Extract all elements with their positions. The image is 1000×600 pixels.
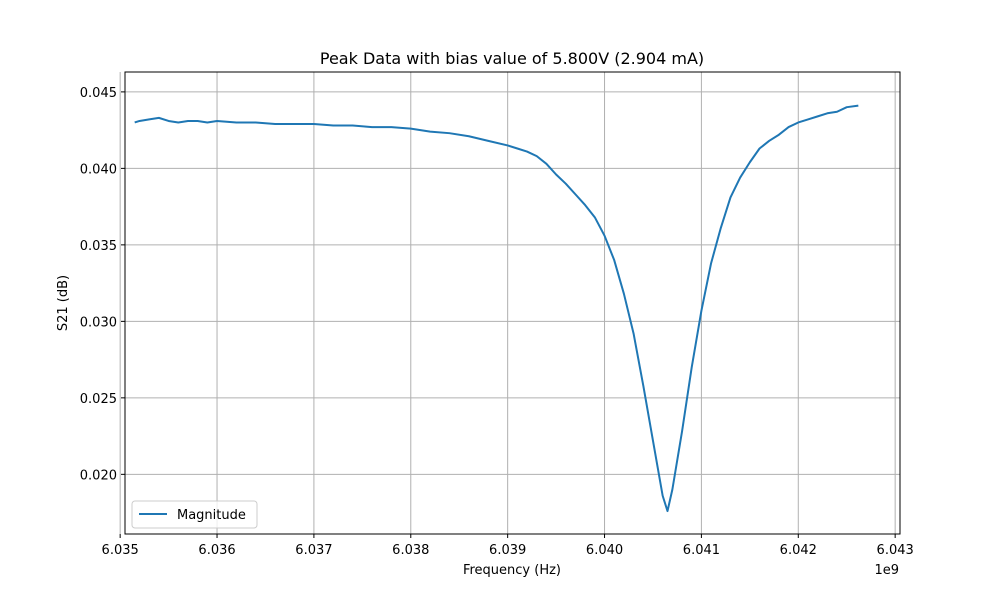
series-line-magnitude (134, 104, 859, 513)
x-axis-label: Frequency (Hz) (463, 563, 561, 578)
y-tick-label: 0.035 (80, 239, 117, 254)
x-tick-label: 6.042 (780, 543, 817, 558)
y-tick-label: 0.045 (80, 86, 117, 101)
x-tick-label: 6.036 (198, 543, 235, 558)
y-axis-ticks: 0.020 0.025 0.030 0.035 0.040 0.045 (80, 86, 125, 483)
y-gridlines (125, 91, 900, 475)
chart-title: Peak Data with bias value of 5.800V (2.9… (320, 49, 704, 68)
y-tick-label: 0.030 (80, 315, 117, 330)
x-tick-label: 6.038 (392, 543, 429, 558)
x-tick-label: 6.035 (102, 543, 139, 558)
plot-frame (124, 71, 901, 535)
legend: Magnitude (131, 500, 258, 529)
x-tick-label: 6.043 (877, 543, 914, 558)
y-axis-label: S21 (dB) (56, 275, 71, 331)
x-tick-label: 6.039 (489, 543, 526, 558)
x-gridlines (119, 72, 896, 534)
legend-box (131, 500, 258, 529)
x-tick-label: 6.041 (683, 543, 720, 558)
x-tick-label: 6.037 (295, 543, 332, 558)
x-tick-label: 6.040 (586, 543, 623, 558)
series-layer (134, 104, 859, 513)
x-axis-ticks: 6.035 6.036 6.037 6.038 6.039 6.040 6.041 6.042… (102, 534, 914, 558)
y-tick-label: 0.040 (80, 162, 117, 177)
plot-area (125, 72, 900, 534)
y-tick-label: 0.020 (80, 468, 117, 483)
y-tick-label: 0.025 (80, 392, 117, 407)
x-axis-offset-label: 1e9 (874, 563, 899, 578)
legend-label: Magnitude (177, 508, 246, 523)
